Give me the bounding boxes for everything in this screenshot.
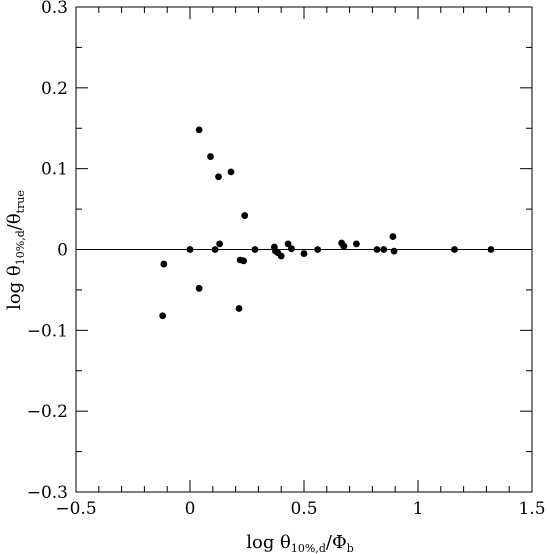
data-point xyxy=(389,233,397,240)
x-tick-label: −0.5 xyxy=(55,499,96,519)
data-points xyxy=(159,126,495,320)
y-tick-label: −0.3 xyxy=(27,483,68,503)
y-tick-label: 0.3 xyxy=(41,0,68,18)
y-tick-label: 0.2 xyxy=(41,79,68,99)
x-tick-label: 0.5 xyxy=(290,499,317,519)
x-tick-label: 1 xyxy=(413,499,424,519)
data-point xyxy=(380,246,388,253)
data-point xyxy=(159,312,167,320)
data-point xyxy=(211,246,219,253)
data-point xyxy=(288,245,295,253)
y-tick-label: −0.2 xyxy=(27,402,68,422)
data-point xyxy=(300,250,308,257)
data-point xyxy=(241,212,249,219)
x-tick-labels: −0.5 0 0.5 1 1.5 xyxy=(55,499,545,519)
data-point xyxy=(451,246,458,253)
data-point xyxy=(251,246,259,253)
data-point xyxy=(160,260,168,268)
data-point xyxy=(314,246,322,253)
data-point xyxy=(216,240,224,248)
minor-ticks xyxy=(76,7,532,492)
data-point xyxy=(373,246,381,253)
data-point xyxy=(207,153,214,160)
x-axis-label: log θ10%,d/Φb xyxy=(246,532,354,554)
y-tick-label: −0.1 xyxy=(27,321,68,341)
data-point xyxy=(227,168,235,176)
x-tick-label: 1.5 xyxy=(518,499,545,519)
data-point xyxy=(277,252,285,260)
data-point xyxy=(240,257,247,265)
data-point xyxy=(353,240,360,248)
x-tick-label: 0 xyxy=(185,499,196,519)
data-point xyxy=(235,305,243,312)
data-point xyxy=(390,247,398,255)
data-point xyxy=(487,246,495,253)
data-point xyxy=(215,173,222,181)
y-tick-label: 0 xyxy=(57,241,68,261)
y-axis-label: log θ10%,d/θtrue xyxy=(4,190,27,310)
y-tick-label: 0.1 xyxy=(41,160,68,180)
y-tick-labels: −0.3 −0.2 −0.1 0 0.1 0.2 0.3 xyxy=(27,0,68,503)
data-point xyxy=(195,284,203,292)
data-point xyxy=(340,242,348,250)
data-point xyxy=(284,240,292,248)
major-ticks xyxy=(75,6,533,493)
data-point xyxy=(186,246,194,253)
data-point xyxy=(195,126,203,134)
